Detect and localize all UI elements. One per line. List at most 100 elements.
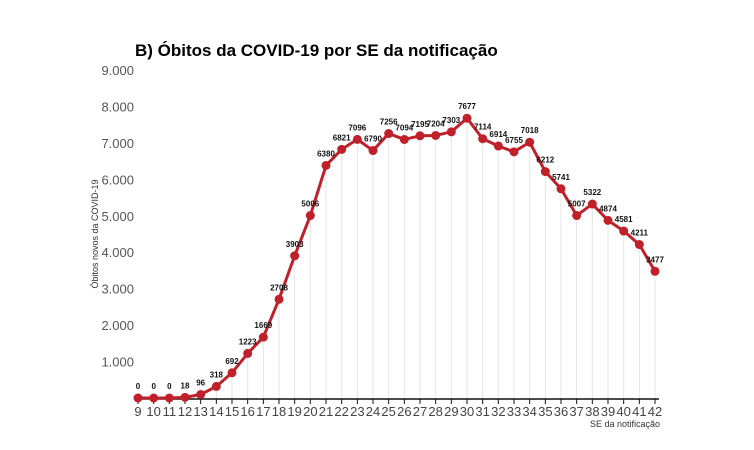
- x-tick-label: 34: [522, 404, 536, 419]
- data-point: [509, 147, 519, 157]
- x-tick-label: 36: [554, 404, 568, 419]
- data-point: [368, 146, 378, 156]
- x-tick-label: 23: [350, 404, 364, 419]
- y-tick-label: 2.000: [101, 318, 134, 333]
- y-tick-label: 6.000: [101, 172, 134, 187]
- data-point: [650, 266, 660, 276]
- x-tick-label: 22: [334, 404, 348, 419]
- data-point: [556, 184, 566, 194]
- x-tick-label: 32: [491, 404, 505, 419]
- x-tick-label: 25: [381, 404, 395, 419]
- data-label: 7677: [458, 102, 476, 111]
- data-point: [619, 226, 629, 236]
- data-point: [384, 129, 394, 139]
- data-label: 5007: [568, 200, 586, 209]
- x-tick-label: 21: [319, 404, 333, 419]
- data-label: 7204: [427, 119, 445, 128]
- data-point: [431, 130, 441, 140]
- data-label: 4874: [599, 204, 617, 213]
- data-label: 1669: [254, 321, 272, 330]
- data-label: 2708: [270, 283, 288, 292]
- x-tick-label: 37: [569, 404, 583, 419]
- data-point: [337, 144, 347, 154]
- data-label: 18: [181, 381, 190, 390]
- data-label: 6821: [333, 133, 351, 142]
- y-tick-label: 1.000: [101, 355, 134, 370]
- data-label: 7094: [395, 123, 413, 132]
- data-point: [540, 167, 550, 177]
- data-point: [478, 134, 488, 144]
- x-tick-label: 39: [601, 404, 615, 419]
- data-label: 4581: [615, 215, 633, 224]
- data-point: [258, 332, 268, 342]
- x-tick-label: 38: [585, 404, 599, 419]
- data-point: [603, 215, 613, 225]
- x-tick-label: 11: [163, 404, 177, 419]
- data-point: [321, 160, 331, 170]
- data-point: [196, 390, 206, 400]
- data-label: 7256: [380, 118, 398, 127]
- data-label: 1223: [239, 337, 257, 346]
- data-label: 5006: [301, 200, 319, 209]
- y-axis-label: Óbitos novos da COVID-19: [90, 179, 100, 288]
- data-point: [211, 381, 221, 391]
- data-point: [227, 368, 237, 378]
- data-label: 6790: [364, 135, 382, 144]
- data-label: 6914: [489, 130, 507, 139]
- x-tick-label: 15: [225, 404, 239, 419]
- data-label: 7195: [411, 120, 429, 129]
- x-tick-label: 41: [632, 404, 646, 419]
- y-tick-label: 4.000: [101, 245, 134, 260]
- x-tick-label: 10: [146, 404, 160, 419]
- data-point: [493, 141, 503, 151]
- x-tick-label: 42: [648, 404, 662, 419]
- x-tick-label: 17: [256, 404, 270, 419]
- data-label: 7018: [521, 126, 539, 135]
- data-label: 7114: [474, 123, 492, 132]
- data-point: [149, 393, 159, 403]
- y-tick-label: 8.000: [101, 99, 134, 114]
- data-point: [634, 240, 644, 250]
- data-point: [180, 392, 190, 402]
- series-line: [138, 116, 657, 400]
- data-label: 7303: [442, 116, 460, 125]
- data-label: 0: [167, 382, 172, 391]
- x-tick-label: 13: [193, 404, 207, 419]
- x-tick-label: 30: [460, 404, 474, 419]
- data-label: 0: [136, 382, 141, 391]
- x-tick-label: 26: [397, 404, 411, 419]
- data-label: 3903: [286, 240, 304, 249]
- y-tick-label: 3.000: [101, 282, 134, 297]
- x-tick-label: 40: [616, 404, 630, 419]
- data-label: 5322: [583, 188, 601, 197]
- data-label: 96: [196, 379, 205, 388]
- x-tick-label: 20: [303, 404, 317, 419]
- data-point: [462, 113, 472, 123]
- x-axis-label: SE da notificação: [590, 419, 660, 429]
- data-point: [446, 127, 456, 137]
- x-tick-label: 9: [134, 404, 141, 419]
- x-tick-label: 18: [272, 404, 286, 419]
- x-tick-label: 28: [428, 404, 442, 419]
- data-point: [133, 393, 143, 403]
- data-point: [352, 134, 362, 144]
- x-tick-label: 27: [413, 404, 427, 419]
- data-point: [164, 393, 174, 403]
- x-tick-label: 33: [507, 404, 521, 419]
- data-point: [305, 211, 315, 221]
- x-tick-label: 16: [240, 404, 254, 419]
- data-point: [243, 348, 253, 358]
- x-tick-label: 14: [209, 404, 223, 419]
- data-label: 318: [210, 370, 224, 379]
- data-point: [399, 134, 409, 144]
- x-tick-label: 12: [178, 404, 192, 419]
- y-tick-label: 7.000: [101, 136, 134, 151]
- data-label: 692: [225, 357, 239, 366]
- data-label: 6212: [536, 156, 554, 165]
- x-tick-label: 29: [444, 404, 458, 419]
- data-point: [525, 137, 535, 147]
- data-point: [290, 251, 300, 261]
- x-tick-label: 19: [287, 404, 301, 419]
- data-point: [587, 199, 597, 209]
